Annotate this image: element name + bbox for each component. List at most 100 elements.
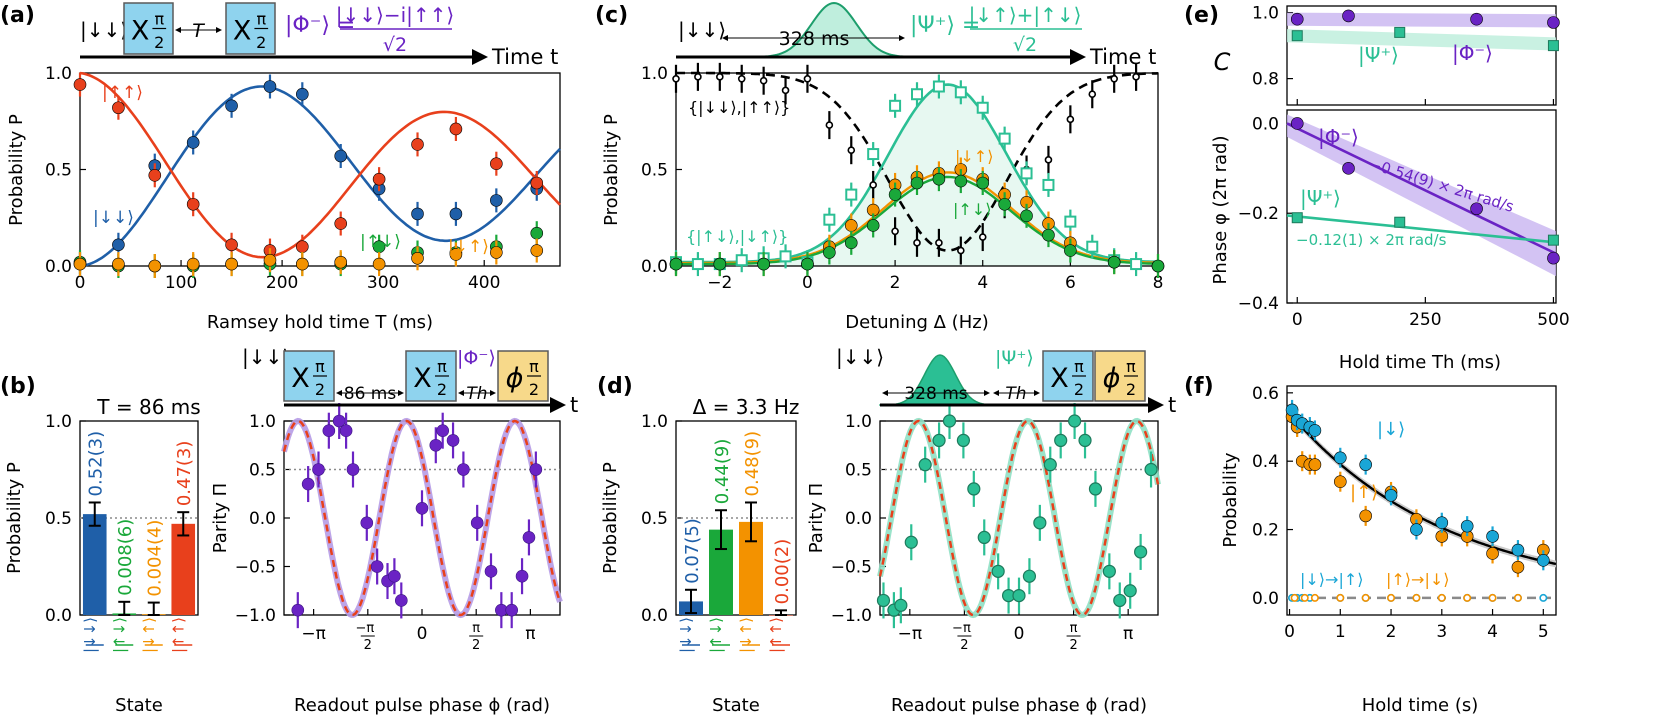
panel-f-label-dn: |↓⟩ — [1377, 419, 1405, 440]
panel-e2-series-1-point — [1394, 216, 1406, 228]
panel-b2-axes: −1.0 −0.5 0.0 0.5 1.0 — [235, 412, 561, 626]
panel-b1-value-label: 0.004(4) — [145, 520, 166, 597]
panel-d2-x-tick-label-num: −π — [952, 621, 971, 636]
panel-f-frame — [1286, 385, 1557, 616]
panel-c-series-1-point — [976, 101, 989, 114]
panel-d2-x-tick-label: −π — [898, 624, 922, 644]
panel-b2-x-tick-label-den: 2 — [472, 638, 480, 653]
panel-c-label: (c) — [595, 3, 628, 28]
panel-e1-band-phi — [1287, 12, 1556, 28]
panel-c-series-3-point — [1107, 255, 1121, 269]
panel-b2-series-point — [394, 594, 408, 607]
panel-d2-series-point — [1102, 564, 1116, 578]
panel-d2-series-point — [918, 458, 932, 472]
panel-c-ylabel: Probability P — [601, 114, 622, 226]
panel-c-series-1-point — [845, 188, 858, 201]
panel-f-series-updn-point — [1336, 593, 1345, 602]
panel-b2-seq-1-pulse-letter: X — [291, 363, 310, 394]
panel-b2-series-point — [470, 516, 484, 530]
panel-e1-series-0-point — [1470, 12, 1483, 26]
panel-b1-category: |↓↑⟩ — [140, 617, 158, 653]
panel-a-seq-num: |↓↓⟩−i|↑↑⟩ — [336, 3, 454, 27]
panel-a-label-dndn: |↓↓⟩ — [93, 208, 134, 228]
panel-d2-series-point — [1043, 458, 1057, 472]
panel-e2-series-1-point — [1291, 212, 1303, 224]
panel-b2-x-tick-label-num: −π — [355, 621, 374, 636]
panel-c-series-1-point — [1042, 178, 1055, 191]
panel-c-seq-time-arrow — [1070, 49, 1086, 65]
panel-f-series-dn-point — [1410, 523, 1423, 536]
panel-f-label-dnup: |↓⟩→|↑⟩ — [1300, 570, 1363, 589]
panel-f-series-dn-point — [1460, 519, 1474, 533]
panel-c-seq-sqrt: √2 — [1013, 34, 1037, 56]
panel-f-series-updn-point — [1513, 593, 1522, 602]
panel-e2-series-0-point — [1290, 117, 1304, 130]
panel-c-series-1-point — [867, 148, 880, 161]
panel-e2-frame — [1286, 109, 1557, 304]
panel-d2-seq-time-label: t — [1168, 393, 1176, 417]
panel-a-label-dnup: |↓↑⟩ — [448, 237, 489, 257]
panel-c-series-3-point — [954, 174, 968, 188]
panel-d2-seq-3-pulse-den: 2 — [1126, 380, 1136, 399]
panel-b2-seq-gap2: Th — [466, 384, 487, 404]
panel-a-seq-1-pulse-letter: X — [131, 16, 150, 47]
panel-a-seq-gap-arrow-l — [175, 27, 181, 33]
panel-b1-value-label: 0.008(6) — [115, 519, 136, 596]
panel-a-seq-time-arrow — [472, 49, 488, 65]
panel-b2-seq-time-arrow — [550, 397, 566, 413]
panel-b2-x-tick-label: −π — [301, 624, 325, 644]
panel-d2-y-tick-label: 0.0 — [845, 509, 872, 529]
panel-d1-category: |↑↓⟩ — [707, 617, 725, 653]
panel-c-series-0-point — [869, 181, 877, 189]
panel-c-series-0-point — [935, 239, 943, 247]
panel-a-series-3-point — [73, 257, 87, 271]
panel-d2-series-point — [956, 433, 971, 447]
panel-d2-x-tick-label: 0 — [1014, 624, 1025, 644]
panel-e1-axes: 0.8 1.0 — [1252, 4, 1557, 106]
panel-d1-category: |↑↑⟩ — [767, 617, 785, 653]
panel-c-series-1-point — [1086, 240, 1099, 253]
panel-d2-series-point — [991, 564, 1005, 578]
panel-c-series-3-point — [801, 257, 814, 271]
panel-f-y-tick-label: 0.6 — [1252, 384, 1279, 404]
panel-c-series-0-point — [891, 227, 899, 236]
panel-a-fit-dndn — [79, 85, 561, 268]
panel-b2-seq-1-pulse-den: 2 — [315, 380, 325, 399]
panel-a-series-3-point — [263, 253, 277, 267]
panel-d2-y-tick-label: 0.5 — [845, 461, 872, 481]
panel-e1-label-phi: |Φ⁻⟩ — [1452, 41, 1493, 65]
panel-c-series-1-point — [889, 99, 902, 112]
panel-e2-y-tick-label: −0.4 — [1238, 294, 1279, 314]
panel-f-series-updn-point — [1290, 593, 1299, 602]
panel-a-series-0-point — [186, 136, 200, 149]
panel-b1-y-tick-label: 0.0 — [45, 606, 72, 626]
panel-d1-value-label: 0.48(9) — [742, 431, 763, 497]
panel-d2-series-point — [1054, 433, 1068, 447]
panel-f-ylabel: Probability — [1220, 452, 1241, 547]
panel-f-y-tick-label: 0.4 — [1252, 452, 1279, 472]
panel-f-y-tick-label: 0.2 — [1252, 521, 1279, 541]
panel-f-series-dn-point — [1435, 516, 1449, 530]
panel-f-series-dn-point — [1285, 403, 1299, 417]
panel-d1-label: (d) — [597, 374, 633, 399]
panel-e2-axes: 0 250 500 −0.4 −0.2 0.0 — [1238, 109, 1570, 330]
panel-f-series-dn-point — [1308, 424, 1322, 437]
panel-f-axes: 0 1 2 3 4 5 0.0 0.2 0.4 0.6 — [1252, 384, 1557, 642]
panel-a-y-tick-label: 0.5 — [45, 161, 72, 181]
panel-e2-series-0-point — [1342, 162, 1355, 175]
panel-f-series-up-point — [1511, 560, 1525, 574]
panel-c-x-tick-label: 8 — [1153, 273, 1164, 293]
panel-d2-series-point — [967, 482, 981, 496]
panel-f-series-dn-point — [1359, 458, 1372, 471]
panel-e1-series-1-point — [1547, 40, 1559, 52]
panel-c-series-3-point — [1042, 228, 1055, 242]
panel-b2-x-tick-label-num: π — [472, 621, 480, 636]
panel-a-seq-time-label: Time t — [491, 45, 558, 69]
panel-c-series-0-point — [1044, 156, 1053, 164]
panel-d2-series-point — [1033, 516, 1047, 530]
panel-a-seq-1-pulse-frac: π — [154, 9, 164, 28]
panel-d2-x-tick-label-den: 2 — [1069, 638, 1077, 653]
panel-a-series-3-point — [186, 257, 200, 271]
panel-b2-seq-3-pulse-den: 2 — [529, 380, 539, 399]
